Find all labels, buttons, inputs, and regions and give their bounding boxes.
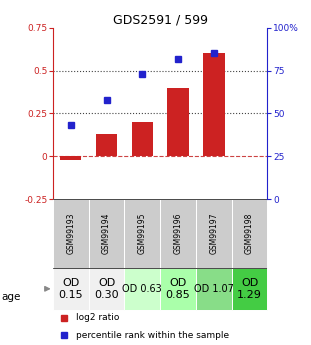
Text: GSM99194: GSM99194 (102, 213, 111, 254)
Bar (167, 88, 189, 156)
Title: GDS2591 / 599: GDS2591 / 599 (113, 13, 208, 27)
Bar (89, 199, 124, 268)
Text: OD
0.15: OD 0.15 (58, 278, 83, 299)
Text: OD 0.63: OD 0.63 (123, 284, 162, 294)
Text: percentile rank within the sample: percentile rank within the sample (77, 331, 230, 340)
Text: OD 1.07: OD 1.07 (194, 284, 234, 294)
Bar (60, 156, 81, 160)
Bar (53, 199, 89, 268)
Text: age: age (2, 293, 21, 302)
Bar (196, 199, 232, 268)
Bar (89, 268, 124, 310)
Bar (232, 199, 267, 268)
Text: GSM99198: GSM99198 (245, 213, 254, 254)
Bar (53, 268, 89, 310)
Text: GSM99196: GSM99196 (174, 213, 183, 254)
Bar (232, 268, 267, 310)
Text: OD
0.30: OD 0.30 (94, 278, 119, 299)
Text: log2 ratio: log2 ratio (77, 313, 120, 322)
Text: GSM99197: GSM99197 (209, 213, 218, 254)
Bar (124, 199, 160, 268)
Text: OD
1.29: OD 1.29 (237, 278, 262, 299)
Text: GSM99195: GSM99195 (138, 213, 147, 254)
Bar (96, 134, 117, 156)
Bar (160, 199, 196, 268)
Bar (124, 268, 160, 310)
Bar (196, 268, 232, 310)
Bar (160, 268, 196, 310)
Bar (132, 122, 153, 156)
Text: GSM99193: GSM99193 (66, 213, 75, 254)
Bar (203, 53, 225, 156)
Text: OD
0.85: OD 0.85 (166, 278, 190, 299)
